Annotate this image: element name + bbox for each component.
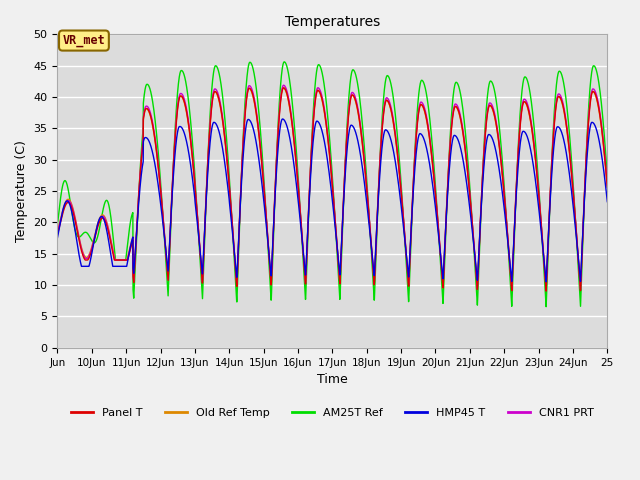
Old Ref Temp bbox=[452, 104, 460, 109]
Y-axis label: Temperature (C): Temperature (C) bbox=[15, 140, 28, 242]
Title: Temperatures: Temperatures bbox=[285, 15, 380, 29]
Panel T bbox=[520, 100, 527, 106]
AM25T Ref bbox=[542, 304, 550, 310]
HMP45 T bbox=[54, 235, 61, 241]
CNR1 PRT bbox=[403, 259, 411, 265]
Panel T bbox=[403, 261, 411, 266]
Line: HMP45 T: HMP45 T bbox=[58, 119, 607, 282]
Old Ref Temp bbox=[542, 287, 550, 292]
CNR1 PRT bbox=[598, 121, 605, 127]
Old Ref Temp bbox=[520, 99, 527, 105]
Panel T bbox=[604, 184, 611, 190]
AM25T Ref bbox=[403, 270, 411, 276]
HMP45 T bbox=[279, 116, 287, 122]
HMP45 T bbox=[166, 231, 174, 237]
Panel T bbox=[166, 235, 174, 240]
AM25T Ref bbox=[54, 222, 61, 228]
Line: CNR1 PRT: CNR1 PRT bbox=[58, 85, 607, 290]
CNR1 PRT bbox=[166, 233, 174, 239]
AM25T Ref bbox=[598, 102, 605, 108]
Panel T bbox=[542, 288, 550, 294]
AM25T Ref bbox=[280, 59, 288, 65]
AM25T Ref bbox=[452, 80, 460, 86]
Panel T bbox=[598, 124, 605, 130]
Panel T bbox=[452, 104, 460, 109]
Panel T bbox=[280, 85, 287, 91]
X-axis label: Time: Time bbox=[317, 373, 348, 386]
AM25T Ref bbox=[166, 243, 174, 249]
CNR1 PRT bbox=[486, 100, 494, 106]
Panel T bbox=[54, 231, 61, 237]
Old Ref Temp bbox=[166, 232, 174, 238]
AM25T Ref bbox=[604, 175, 611, 180]
CNR1 PRT bbox=[604, 182, 611, 188]
HMP45 T bbox=[486, 132, 494, 138]
Old Ref Temp bbox=[280, 85, 287, 91]
HMP45 T bbox=[403, 257, 411, 263]
Old Ref Temp bbox=[54, 228, 61, 234]
Old Ref Temp bbox=[598, 125, 605, 131]
CNR1 PRT bbox=[542, 287, 550, 293]
HMP45 T bbox=[520, 129, 527, 134]
Text: VR_met: VR_met bbox=[63, 34, 106, 47]
AM25T Ref bbox=[520, 77, 527, 83]
Line: AM25T Ref: AM25T Ref bbox=[58, 62, 607, 307]
Line: Old Ref Temp: Old Ref Temp bbox=[58, 88, 607, 289]
Old Ref Temp bbox=[403, 259, 411, 265]
Old Ref Temp bbox=[604, 185, 611, 191]
CNR1 PRT bbox=[452, 101, 460, 107]
Old Ref Temp bbox=[486, 103, 494, 108]
Legend: Panel T, Old Ref Temp, AM25T Ref, HMP45 T, CNR1 PRT: Panel T, Old Ref Temp, AM25T Ref, HMP45 … bbox=[67, 404, 598, 422]
HMP45 T bbox=[604, 199, 611, 204]
HMP45 T bbox=[452, 133, 460, 139]
HMP45 T bbox=[542, 279, 550, 285]
CNR1 PRT bbox=[280, 83, 287, 88]
CNR1 PRT bbox=[54, 230, 61, 236]
HMP45 T bbox=[598, 152, 605, 157]
AM25T Ref bbox=[486, 78, 494, 84]
Line: Panel T: Panel T bbox=[58, 88, 607, 291]
CNR1 PRT bbox=[520, 97, 527, 103]
Panel T bbox=[486, 103, 494, 108]
